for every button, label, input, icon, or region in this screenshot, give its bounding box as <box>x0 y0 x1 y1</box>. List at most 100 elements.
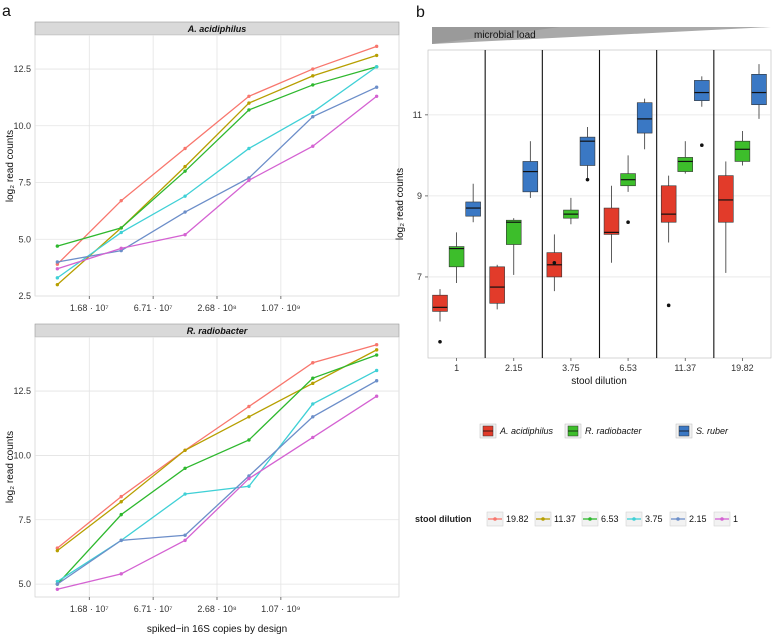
x-axis-title-b: stool dilution <box>571 376 627 387</box>
dilution-label-19.82: 19.82 <box>506 514 529 524</box>
data-point-2.15 <box>311 415 315 419</box>
y-tick-label: 10.0 <box>13 450 31 460</box>
y-tick-label: 7 <box>417 272 422 282</box>
legend-label-A. acidiphilus: A. acidiphilus <box>499 426 554 436</box>
data-point-11.37 <box>247 415 251 419</box>
y-tick-label: 9 <box>417 191 422 201</box>
x-tick-label: 11.37 <box>674 363 696 373</box>
box-S. ruber <box>751 74 767 106</box>
box-A. acidiphilus <box>603 207 620 235</box>
species-legend: A. acidiphilus R. radiobacter S. ruber <box>479 423 729 439</box>
data-point-19.82 <box>119 494 123 499</box>
series-line-1 <box>57 395 378 590</box>
panel-a-bottom: R. radiobacter 5.0 7.5 10.0 12.5 1.68 · 10⁷… <box>13 323 400 614</box>
box-R. radiobacter <box>677 157 693 172</box>
box-A. acidiphilus <box>660 185 677 223</box>
data-point-19.82 <box>374 343 379 347</box>
box-S. ruber <box>465 201 481 217</box>
data-point-6.53 <box>55 244 60 248</box>
x-tick-label: 1.68 · 10⁷ <box>70 303 109 313</box>
box-R. radiobacter <box>734 140 751 162</box>
outlier-point <box>552 260 557 265</box>
data-point-1 <box>311 435 315 440</box>
data-point-1 <box>119 246 123 251</box>
dilution-key-dot-3.75 <box>632 517 636 521</box>
series-radiobacter <box>55 343 379 591</box>
box-R. radiobacter <box>506 219 522 245</box>
outlier-point <box>626 220 630 225</box>
data-point-6.53 <box>247 108 251 112</box>
outlier-point <box>585 177 590 182</box>
data-point-3.75 <box>183 194 187 198</box>
data-point-2.15 <box>374 379 379 383</box>
dilution-label-3.75: 3.75 <box>645 514 663 524</box>
data-point-6.53 <box>183 466 187 470</box>
data-point-1 <box>311 144 315 148</box>
data-point-6.53 <box>311 83 315 87</box>
data-point-3.75 <box>247 146 251 151</box>
series-line-1 <box>57 95 378 270</box>
y-tick-label: 12.5 <box>13 386 31 396</box>
data-point-19.82 <box>247 404 251 409</box>
data-point-3.75 <box>119 230 123 235</box>
x-tick-label: 6.71 · 10⁷ <box>134 604 173 614</box>
y-tick-label: 7.5 <box>18 515 31 525</box>
outlier-point <box>438 339 442 344</box>
outlier-point <box>700 143 704 148</box>
outlier-point <box>666 303 671 308</box>
series-line-6.53 <box>57 66 377 247</box>
data-point-19.82 <box>247 94 251 98</box>
data-point-19.82 <box>374 44 379 49</box>
series-line-19.82 <box>56 344 377 549</box>
x-ticks-acidiphilus: 1.68 · 10⁷ 6.71 · 10⁷ 2.68 · 10⁸ 1.07 · 10⁹ <box>70 296 301 313</box>
box-A. acidiphilus <box>432 294 448 312</box>
y-tick-label: 5.0 <box>18 234 31 244</box>
box-A. acidiphilus <box>718 175 734 223</box>
data-point-1 <box>247 476 251 481</box>
series-line-2.15 <box>56 380 377 585</box>
data-point-11.37 <box>374 348 379 352</box>
data-point-2.15 <box>183 210 187 214</box>
series-line-2.15 <box>57 86 377 263</box>
data-point-2.15 <box>119 538 123 543</box>
data-point-2.15 <box>55 260 60 264</box>
dilution-key-dot-19.82 <box>493 517 497 521</box>
data-point-11.37 <box>374 53 379 58</box>
panel-letter-b: b <box>416 4 425 21</box>
panel-b: microbial load 7 9 11 1 2.15 3.75 6.53 11.37 19… <box>395 27 772 439</box>
series-acidiphilus <box>55 44 379 287</box>
x-tick-label: 2.15 <box>505 363 523 373</box>
box-S. ruber <box>522 161 539 193</box>
data-point-2.15 <box>311 115 315 119</box>
microbial-load-wedge-shade <box>432 27 560 44</box>
series-line-19.82 <box>56 45 377 265</box>
y-tick-label: 12.5 <box>13 64 31 74</box>
data-point-6.53 <box>183 169 187 173</box>
data-point-19.82 <box>311 361 315 365</box>
panel-letter-a: a <box>2 3 11 20</box>
data-point-6.53 <box>311 376 315 380</box>
group-separators <box>484 50 715 358</box>
data-point-3.75 <box>183 492 187 496</box>
data-point-3.75 <box>311 402 315 406</box>
data-point-2.15 <box>183 533 187 537</box>
boxes <box>432 64 767 344</box>
y-axis-title-a-top: log₂ read counts <box>5 130 16 202</box>
dilution-key-dot-1 <box>720 517 724 521</box>
y-tick-label: 5.0 <box>18 579 31 589</box>
y-axis-title-a-bottom: log₂ read counts <box>5 431 16 503</box>
x-tick-label: 1 <box>454 363 459 373</box>
dilution-label-6.53: 6.53 <box>601 514 619 524</box>
x-ticks-boxplot: 1 2.15 3.75 6.53 11.37 19.82 <box>454 358 754 373</box>
data-point-11.37 <box>183 448 187 452</box>
data-point-11.37 <box>55 282 60 287</box>
data-point-1 <box>374 94 379 98</box>
data-point-6.53 <box>247 438 251 442</box>
y-tick-label: 11 <box>413 110 422 120</box>
x-ticks-radiobacter: 1.68 · 10⁷ 6.71 · 10⁷ 2.68 · 10⁸ 1.07 · 10⁹ <box>70 597 301 614</box>
series-line-6.53 <box>56 354 377 585</box>
data-point-3.75 <box>374 368 379 373</box>
dilution-key-dot-2.15 <box>676 517 680 521</box>
data-point-3.75 <box>374 65 379 69</box>
